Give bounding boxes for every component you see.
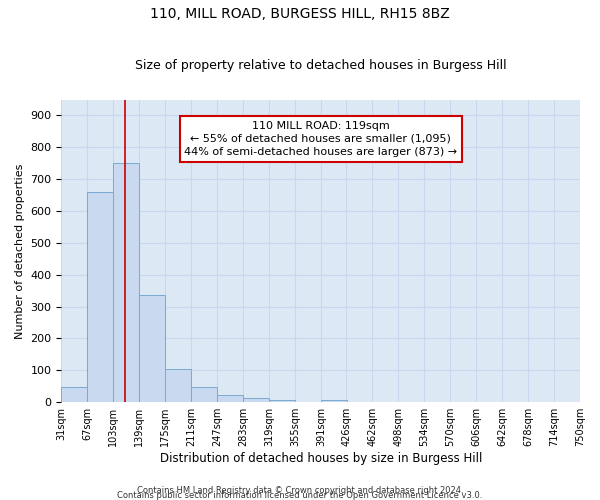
- Y-axis label: Number of detached properties: Number of detached properties: [15, 163, 25, 338]
- Bar: [139, 296, 165, 402]
- Text: 110, MILL ROAD, BURGESS HILL, RH15 8BZ: 110, MILL ROAD, BURGESS HILL, RH15 8BZ: [150, 8, 450, 22]
- Bar: [243, 398, 269, 402]
- Text: Contains HM Land Registry data © Crown copyright and database right 2024.: Contains HM Land Registry data © Crown c…: [137, 486, 463, 495]
- Bar: [165, 369, 191, 402]
- X-axis label: Distribution of detached houses by size in Burgess Hill: Distribution of detached houses by size …: [160, 452, 482, 465]
- Bar: [88, 192, 113, 402]
- Bar: [269, 400, 295, 402]
- Title: Size of property relative to detached houses in Burgess Hill: Size of property relative to detached ho…: [135, 59, 506, 72]
- Bar: [113, 164, 139, 402]
- Text: 110 MILL ROAD: 119sqm
← 55% of detached houses are smaller (1,095)
44% of semi-d: 110 MILL ROAD: 119sqm ← 55% of detached …: [184, 120, 457, 157]
- Text: Contains public sector information licensed under the Open Government Licence v3: Contains public sector information licen…: [118, 491, 482, 500]
- Bar: [321, 400, 347, 402]
- Bar: [61, 387, 88, 402]
- Bar: [217, 395, 243, 402]
- Bar: [191, 387, 217, 402]
